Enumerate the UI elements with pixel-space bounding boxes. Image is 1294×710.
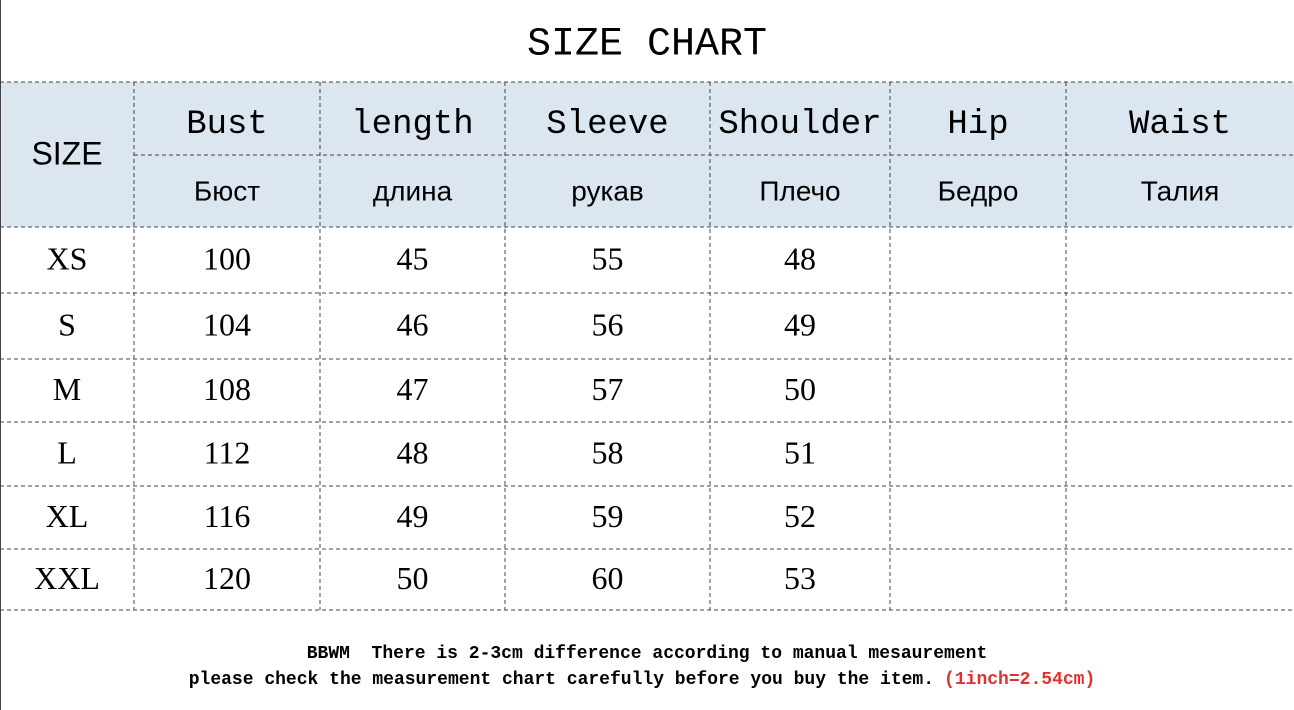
column-header-ru: Бюст <box>194 175 260 206</box>
size-cell: S <box>58 306 76 342</box>
size-cell: XXL <box>34 560 100 596</box>
value-cell: 56 <box>592 306 624 342</box>
column-header-ru: Талия <box>1141 175 1220 206</box>
column-header: Shoulder <box>718 106 881 144</box>
value-cell: 60 <box>592 560 624 596</box>
value-cell: 49 <box>397 498 429 534</box>
value-cell: 46 <box>397 306 429 342</box>
value-cell: 58 <box>592 434 624 470</box>
value-cell: 47 <box>397 371 429 407</box>
column-header-ru: длина <box>373 175 453 206</box>
column-header: Hip <box>947 106 1008 144</box>
value-cell: 48 <box>397 434 429 470</box>
size-header: SIZE <box>31 135 102 171</box>
value-cell: 104 <box>203 306 251 342</box>
footer-note: (1inch=2.54cm) <box>944 670 1095 690</box>
size-cell: L <box>57 434 77 470</box>
title: SIZE CHART <box>527 23 767 68</box>
value-cell: 57 <box>592 371 624 407</box>
value-cell: 55 <box>592 240 624 276</box>
value-cell: 108 <box>203 371 251 407</box>
value-cell: 51 <box>784 434 816 470</box>
column-header-ru: Плечо <box>759 175 840 206</box>
column-header: Sleeve <box>546 106 668 144</box>
value-cell: 100 <box>203 240 251 276</box>
size-cell: M <box>53 371 81 407</box>
column-header: Bust <box>186 106 268 144</box>
size-cell: XL <box>46 498 89 534</box>
column-header: Waist <box>1129 106 1231 144</box>
footer-text: please check the measurement chart caref… <box>189 670 934 690</box>
column-header-ru: рукав <box>571 175 644 206</box>
value-cell: 48 <box>784 240 816 276</box>
footer-line1: BBWM There is 2-3cm difference according… <box>307 644 988 664</box>
value-cell: 120 <box>203 560 251 596</box>
column-header: length <box>351 106 473 144</box>
value-cell: 49 <box>784 306 816 342</box>
value-cell: 116 <box>204 498 251 534</box>
size-cell: XS <box>47 240 88 276</box>
value-cell: 53 <box>784 560 816 596</box>
column-header-ru: Бедро <box>938 175 1019 206</box>
value-cell: 50 <box>784 371 816 407</box>
value-cell: 59 <box>592 498 624 534</box>
value-cell: 52 <box>784 498 816 534</box>
value-cell: 50 <box>397 560 429 596</box>
value-cell: 45 <box>397 240 429 276</box>
footer-line2: please check the measurement chart caref… <box>189 670 1096 690</box>
value-cell: 112 <box>204 434 251 470</box>
